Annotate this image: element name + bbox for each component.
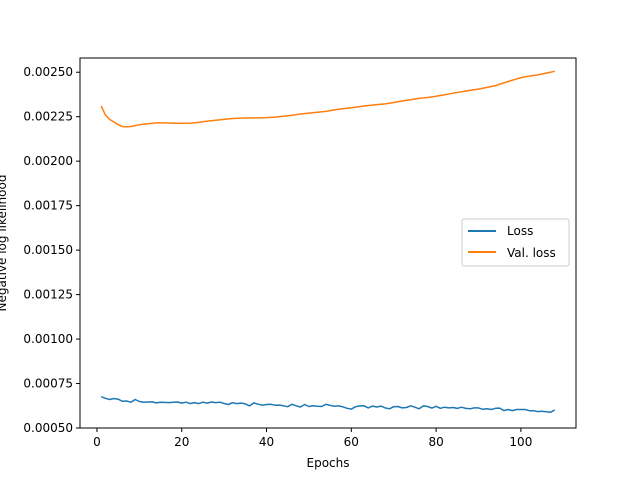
legend: Loss Val. loss bbox=[461, 218, 570, 267]
x-tick-label: 40 bbox=[259, 435, 274, 449]
y-tick-label: 0.00225 bbox=[23, 110, 73, 124]
plot-frame bbox=[79, 57, 577, 429]
y-tick-label: 0.00250 bbox=[23, 65, 73, 79]
series-layer bbox=[100, 70, 556, 414]
y-tick-label: 0.00150 bbox=[23, 243, 73, 257]
x-tick-label: 0 bbox=[93, 435, 101, 449]
y-tick-label: 0.00050 bbox=[23, 421, 73, 435]
y-tick-label: 0.00100 bbox=[23, 332, 73, 346]
series-line-loss bbox=[100, 395, 556, 414]
x-tick-label: 80 bbox=[428, 435, 443, 449]
y-tick-label: 0.00175 bbox=[23, 199, 73, 213]
x-tick-label: 60 bbox=[344, 435, 359, 449]
y-axis-label: Negative log likelihood bbox=[0, 175, 9, 312]
y-axis-ticks: 0.00050 0.00075 0.00100 0.00125 0.00150 0.001… bbox=[23, 65, 80, 435]
legend-label-loss: Loss bbox=[507, 224, 533, 238]
legend-label-val-loss: Val. loss bbox=[507, 246, 556, 260]
x-tick-label: 20 bbox=[174, 435, 189, 449]
y-tick-label: 0.00200 bbox=[23, 154, 73, 168]
y-tick-label: 0.00125 bbox=[23, 288, 73, 302]
x-axis-label: Epochs bbox=[307, 456, 350, 470]
series-line-val-loss bbox=[100, 70, 555, 128]
x-axis-ticks: 0 20 40 60 80 100 bbox=[93, 428, 532, 449]
x-tick-label: 100 bbox=[509, 435, 532, 449]
y-tick-label: 0.00075 bbox=[23, 377, 73, 391]
